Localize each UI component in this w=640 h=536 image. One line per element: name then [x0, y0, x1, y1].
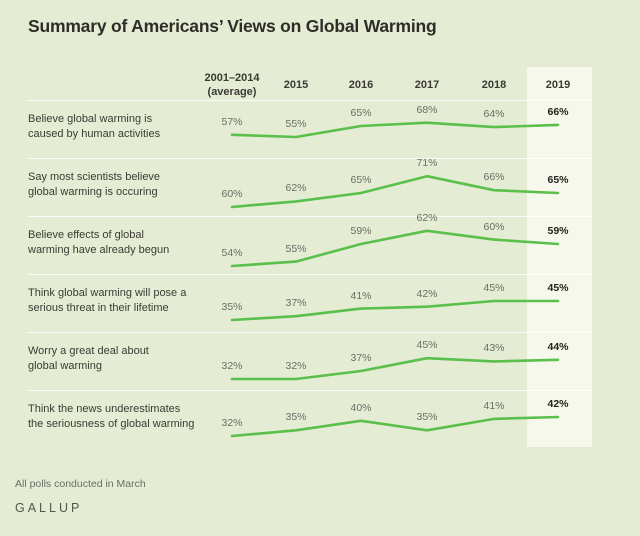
column-header-2001–2014: 2001–2014 (average): [204, 72, 260, 98]
value-label-final: 42%: [547, 398, 569, 410]
column-header-2019: 2019: [545, 79, 571, 91]
column-header-2015: 2015: [283, 79, 309, 91]
row-label: Think global warming will pose a serious …: [28, 287, 187, 314]
value-label: 65%: [350, 174, 372, 186]
value-label: 35%: [285, 411, 307, 424]
value-label: 64%: [483, 108, 505, 121]
value-label: 59%: [350, 225, 372, 237]
row-label: Say most scientists believe global warmin…: [28, 171, 161, 198]
row-label: Believe global warming is caused by human…: [28, 113, 161, 140]
value-label: 65%: [350, 107, 372, 119]
value-label: 45%: [416, 339, 438, 352]
value-label-final: 45%: [547, 282, 569, 294]
row-divider: [28, 390, 593, 391]
row-divider: [28, 100, 593, 101]
row-divider: [28, 216, 593, 217]
value-label: 57%: [221, 115, 243, 128]
value-label-final: 66%: [547, 105, 569, 118]
value-label: 42%: [416, 287, 438, 300]
value-label: 54%: [221, 247, 243, 259]
row-label: Believe effects of global warming have al…: [28, 229, 170, 256]
value-label: 43%: [483, 342, 505, 355]
value-label: 60%: [483, 220, 505, 233]
column-header-2017: 2017: [414, 79, 440, 91]
footnote: All polls conducted in March: [15, 478, 146, 490]
value-label: 71%: [416, 157, 438, 170]
value-label: 62%: [285, 182, 307, 195]
value-label: 35%: [221, 301, 243, 313]
value-label: 60%: [221, 188, 243, 200]
value-label-final: 44%: [547, 340, 569, 353]
chart-title: Summary of Americans’ Views on Global Wa…: [28, 16, 437, 36]
value-label: 55%: [285, 242, 307, 255]
column-header-2018: 2018: [481, 79, 507, 91]
column-header-2016: 2016: [348, 79, 374, 91]
row-label: Think the news underestimates the serious…: [28, 403, 195, 430]
value-label: 41%: [350, 289, 372, 302]
row-label: Worry a great deal about global warming: [28, 345, 149, 372]
value-label: 32%: [285, 360, 307, 372]
row-divider: [28, 158, 593, 159]
value-label: 37%: [285, 297, 307, 310]
value-label: 35%: [416, 411, 438, 424]
row-divider: [28, 332, 593, 333]
value-label-final: 59%: [547, 225, 569, 237]
gallup-logo: GALLUP: [15, 501, 83, 515]
value-label: 62%: [416, 211, 438, 224]
value-label-final: 65%: [547, 174, 569, 186]
value-label: 68%: [416, 103, 438, 116]
value-label: 55%: [285, 118, 307, 130]
row-divider: [28, 274, 593, 275]
value-label: 32%: [221, 360, 243, 372]
value-label: 66%: [483, 171, 505, 184]
value-label: 37%: [350, 352, 372, 364]
value-label: 45%: [483, 282, 505, 294]
value-label: 41%: [483, 399, 505, 412]
value-label: 32%: [221, 417, 243, 429]
value-label: 40%: [350, 401, 372, 414]
